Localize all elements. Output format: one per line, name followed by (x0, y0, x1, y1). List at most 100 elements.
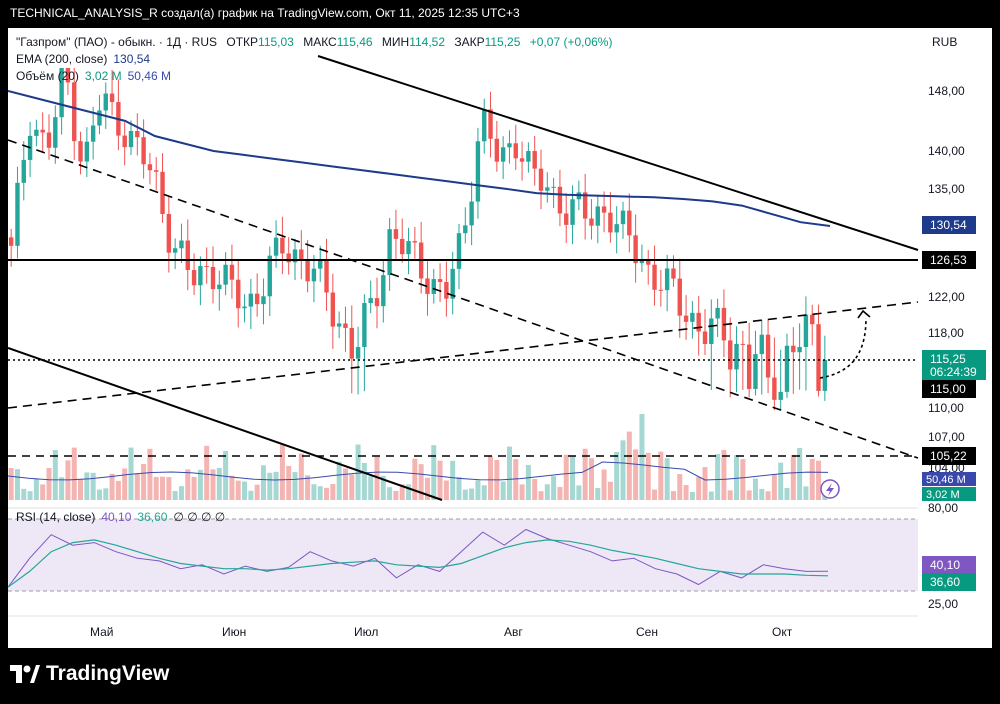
volume-bars (8, 413, 828, 500)
ema-price-box (922, 216, 976, 234)
lightning-glyph (826, 483, 834, 496)
candle-body (122, 135, 127, 148)
volume-bar (324, 487, 330, 500)
volume-bar (469, 488, 475, 500)
candle-body (109, 93, 115, 103)
candle-body (627, 210, 632, 236)
volume-bar (734, 454, 740, 500)
candle-body (292, 249, 298, 263)
volume-bar (178, 486, 184, 500)
candle-body (128, 130, 134, 148)
volume-bar (172, 490, 178, 500)
resistance-price-label: 126,53 (930, 253, 967, 267)
resistance-price-box (922, 251, 976, 269)
trendline-lower-channel (8, 347, 443, 501)
volume-bar (78, 478, 84, 500)
candle-body (72, 82, 77, 142)
volume-bar (361, 462, 367, 500)
volume-bar (450, 460, 456, 500)
volume-bar (122, 468, 128, 500)
volume-bar (576, 485, 582, 500)
volume-bar (229, 475, 235, 500)
rsi-line (8, 528, 829, 588)
candle-body (608, 212, 613, 233)
volume-bar (500, 481, 506, 500)
candle-body (482, 109, 487, 142)
candle-body (90, 125, 96, 142)
volume-bar (242, 481, 248, 500)
candle-body (103, 93, 108, 111)
volume-bar (305, 475, 311, 500)
volume-bar (134, 473, 140, 500)
volume-bar (52, 450, 58, 500)
candle-body (286, 253, 291, 263)
volume-bar (588, 458, 594, 500)
volume-bar (670, 491, 676, 500)
volume-bar (235, 480, 241, 500)
candle-body (355, 347, 361, 359)
price-tick-5: 110,00 (928, 401, 964, 415)
volume-bar (652, 489, 658, 500)
time-tick-0: Май (90, 625, 114, 639)
candle-body (803, 314, 809, 347)
volume-bar (223, 450, 229, 500)
rsi-value-box (922, 556, 976, 574)
volume-bar (216, 467, 222, 500)
candle-body (318, 259, 323, 269)
candle-body (59, 68, 64, 118)
volume-bar (279, 444, 285, 500)
volume-bar (746, 490, 752, 500)
volume-bar (141, 463, 147, 500)
candle-body (557, 186, 563, 214)
candle-body (488, 109, 493, 139)
chart-area[interactable]: "Газпром" (ПАО) - обыкн. · 1Д · RUS ОТКР… (8, 28, 992, 648)
candle-body (589, 218, 594, 226)
volume-bar (59, 477, 65, 500)
trendline-dashed-up (8, 301, 919, 409)
forecast-arrow (819, 317, 867, 379)
volume-bar (210, 469, 216, 500)
rsi-value-label: 40,10 (930, 558, 960, 572)
ema-line (8, 90, 831, 227)
legend-ema: EMA (200, close) 130,54 (16, 52, 150, 66)
candle-body (65, 68, 71, 83)
candle-body (431, 279, 436, 294)
candle-body (362, 303, 367, 348)
candle-body (778, 391, 783, 400)
volume-bar (664, 458, 670, 500)
candle-body (229, 264, 235, 280)
candle-body (368, 298, 373, 304)
currency-label: RUB (932, 35, 957, 49)
volume-bar (607, 481, 613, 500)
tradingview-logo-text: TradingView (46, 662, 170, 685)
candle-body (500, 147, 506, 162)
volume-bar (374, 456, 380, 500)
volume-bar (683, 485, 689, 500)
volume-bar (267, 472, 273, 500)
candle-body (507, 143, 512, 148)
volume-bar (582, 448, 588, 500)
forecast-arrowhead (857, 309, 871, 319)
candle-body (772, 377, 777, 400)
candle-body (822, 360, 828, 391)
volume-bar (46, 467, 52, 500)
candle-body (217, 284, 222, 290)
volume-bar (166, 477, 172, 500)
volume-bar (677, 474, 683, 500)
candle-body (740, 343, 746, 345)
tradingview-logo[interactable]: TradingView (10, 662, 169, 686)
price-tick-3: 122,00 (928, 290, 965, 304)
candle-body (658, 289, 664, 291)
volume-bar (614, 451, 620, 500)
volume-bar (752, 478, 758, 500)
volume-bar (27, 491, 33, 500)
candle-body (677, 278, 682, 316)
volume-bar (21, 488, 27, 500)
volume-bar (462, 489, 468, 500)
chart-svg[interactable]: "Газпром" (ПАО) - обыкн. · 1Д · RUS ОТКР… (8, 28, 992, 648)
candle-body (456, 233, 462, 269)
candle-body (254, 293, 260, 305)
candle-body (652, 264, 657, 290)
last-price-box (922, 350, 986, 380)
candle-body (15, 182, 20, 246)
